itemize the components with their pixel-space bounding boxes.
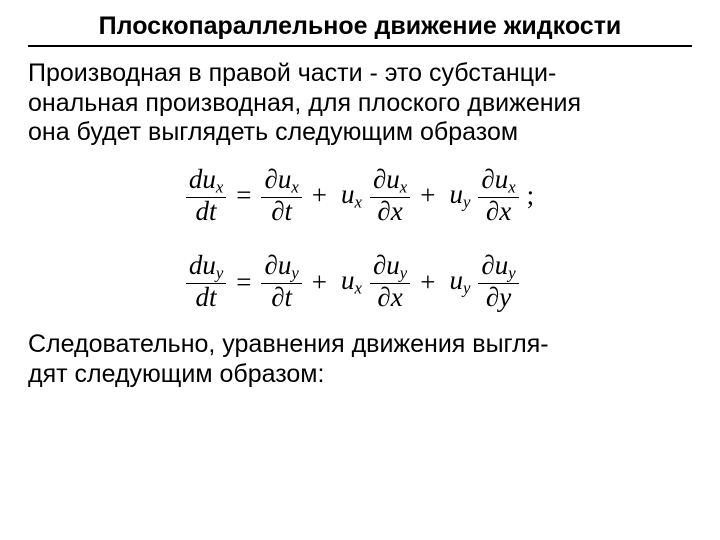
plus-sign: +: [308, 180, 331, 211]
slide-page: Плоскопараллельное движение жидкости Про…: [0, 0, 720, 389]
fraction: ∂uy∂y: [478, 252, 518, 312]
equals-sign: =: [232, 267, 255, 298]
equation-block: duxdt=∂ux∂t+ux∂ux∂x+uy∂ux∂x;duydt=∂uy∂t+…: [28, 166, 692, 313]
fraction: ∂uy∂t: [261, 252, 301, 312]
paragraph-2-line-1: Следовательно, уравнения движения выгля-: [28, 330, 549, 358]
equation-row-1: duxdt=∂ux∂t+ux∂ux∂x+uy∂ux∂x;: [186, 166, 534, 226]
fraction: duxdt: [186, 166, 226, 226]
plus-sign: +: [416, 267, 439, 298]
plus-sign: +: [308, 267, 331, 298]
equation-stack: duxdt=∂ux∂t+ux∂ux∂x+uy∂ux∂x;duydt=∂uy∂t+…: [186, 166, 534, 313]
paragraph-2-line-2: дят следующим образом:: [28, 360, 324, 388]
paragraph-2: Следовательно, уравнения движения выгля-…: [28, 330, 692, 389]
coefficient: uy: [445, 265, 472, 299]
title-wrap: Плоскопараллельное движение жидкости: [28, 12, 692, 41]
paragraph-1-line-3: она будет выглядеть следующим образом: [28, 118, 518, 146]
paragraph-1-line-2: ональная производная, для плоского движе…: [28, 89, 581, 117]
page-title: Плоскопараллельное движение жидкости: [99, 12, 622, 41]
coefficient: ux: [337, 265, 364, 299]
trailing-punct: ;: [525, 180, 535, 211]
fraction: ∂ux∂x: [370, 166, 410, 226]
coefficient: ux: [337, 179, 364, 213]
fraction: ∂ux∂t: [261, 166, 301, 226]
coefficient: uy: [445, 179, 472, 213]
fraction: ∂ux∂x: [478, 166, 518, 226]
paragraph-1: Производная в правой части - это субстан…: [28, 59, 692, 148]
plus-sign: +: [416, 180, 439, 211]
paragraph-1-line-1: Производная в правой части - это субстан…: [28, 59, 556, 87]
equals-sign: =: [232, 180, 255, 211]
fraction: ∂uy∂x: [370, 252, 410, 312]
fraction: duydt: [186, 252, 226, 312]
title-rule: [28, 45, 692, 47]
equation-row-2: duydt=∂uy∂t+ux∂uy∂x+uy∂uy∂y: [186, 252, 534, 312]
